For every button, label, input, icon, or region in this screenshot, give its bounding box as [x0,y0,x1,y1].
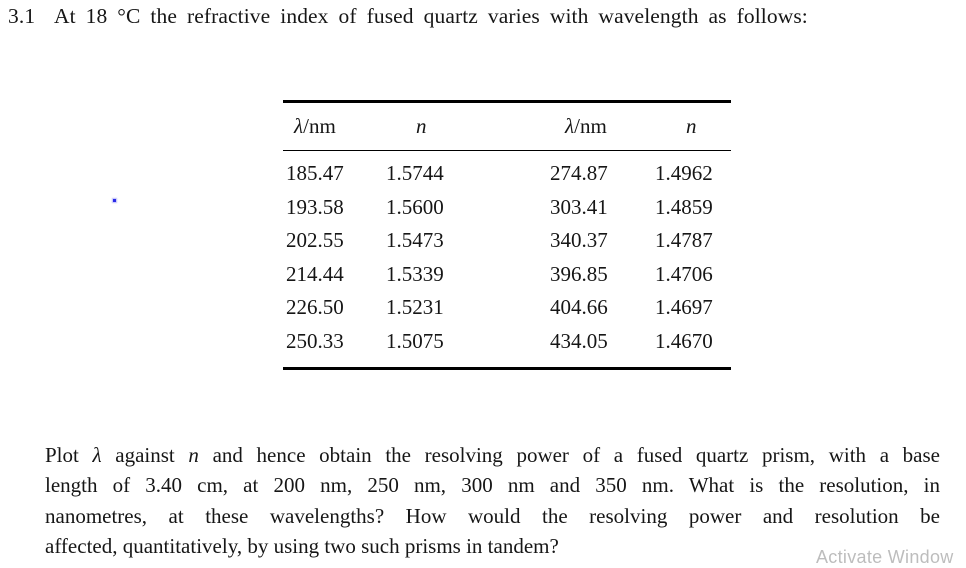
table-cell: 250.33 [286,328,344,353]
table-cell: 1.4670 [655,328,713,353]
table-cell: 1.5600 [386,194,444,219]
table-row: 193.58 1.5600 303.41 1.4859 [283,191,731,225]
table-cell: 202.55 [286,228,344,253]
col-header-n-2: n [652,114,728,139]
table-cell: 1.4697 [655,295,713,320]
table-cell: 1.4859 [655,194,713,219]
col-header-wavelength-1: λ/nm [283,114,383,139]
table-cell: 1.5339 [386,261,444,286]
table-row: 226.50 1.5231 404.66 1.4697 [283,291,731,325]
problem-text: Plot λ against n and hence obtain the re… [45,440,940,562]
activate-windows-watermark: Activate Window [816,547,954,567]
stray-blue-dot [113,199,116,202]
text: against [101,443,189,467]
table-cell: 1.4962 [655,161,713,186]
table-cell: 1.5231 [386,295,444,320]
paragraph-line: Plot λ against n and hence obtain the re… [45,440,940,470]
table-cell: 1.5473 [386,228,444,253]
table-cell: 1.4706 [655,261,713,286]
table-row: 185.47 1.5744 274.87 1.4962 [283,157,731,191]
table-row: 202.55 1.5473 340.37 1.4787 [283,224,731,258]
italic-text: n [188,443,199,467]
table-row: 214.44 1.5339 396.85 1.4706 [283,258,731,292]
italic-text: n [686,114,697,138]
text: /nm [303,114,336,138]
table-cell: 214.44 [286,261,344,286]
problem-title: 3.1 At 18 °C the refractive index of fus… [8,4,808,28]
refractive-index-table: λ/nm n λ/nm n 185.47 1.5744 274.87 1.4962 19… [283,100,731,370]
table-cell: 185.47 [286,161,344,186]
table-header-row: λ/nm n λ/nm n [283,103,731,151]
table-row: 250.33 1.5075 434.05 1.4670 [283,325,731,359]
table-cell: 396.85 [550,261,608,286]
text: and hence obtain the resolving power of … [198,443,940,467]
table-cell: 226.50 [286,295,344,320]
table-body: 185.47 1.5744 274.87 1.4962 193.58 1.5600 303.… [283,151,731,367]
table-cell: 340.37 [550,228,608,253]
col-header-wavelength-2: λ/nm [547,114,652,139]
italic-text: λ [294,114,304,138]
italic-text: n [416,114,427,138]
text: affected, quantitatively, by using two s… [45,534,559,559]
table-cell: 274.87 [550,161,608,186]
table-cell: 1.5744 [386,161,444,186]
text: /nm [574,114,607,138]
text: length of 3.40 cm, at 200 nm, 250 nm, 30… [45,473,940,498]
paragraph-line: nanometres, at these wavelengths? How wo… [45,501,940,531]
italic-text: λ [565,114,575,138]
table-cell: 303.41 [550,194,608,219]
table-cell: 1.4787 [655,228,713,253]
paragraph-line: length of 3.40 cm, at 200 nm, 250 nm, 30… [45,470,940,500]
text: nanometres, at these wavelengths? How wo… [45,503,940,528]
table-cell: 434.05 [550,328,608,353]
table-cell: 193.58 [286,194,344,219]
text: Plot [45,443,93,467]
table-cell: 1.5075 [386,328,444,353]
col-header-n-1: n [383,114,547,139]
table-cell: 404.66 [550,295,608,320]
paragraph-line: affected, quantitatively, by using two s… [45,531,940,561]
italic-text: λ [92,443,102,467]
